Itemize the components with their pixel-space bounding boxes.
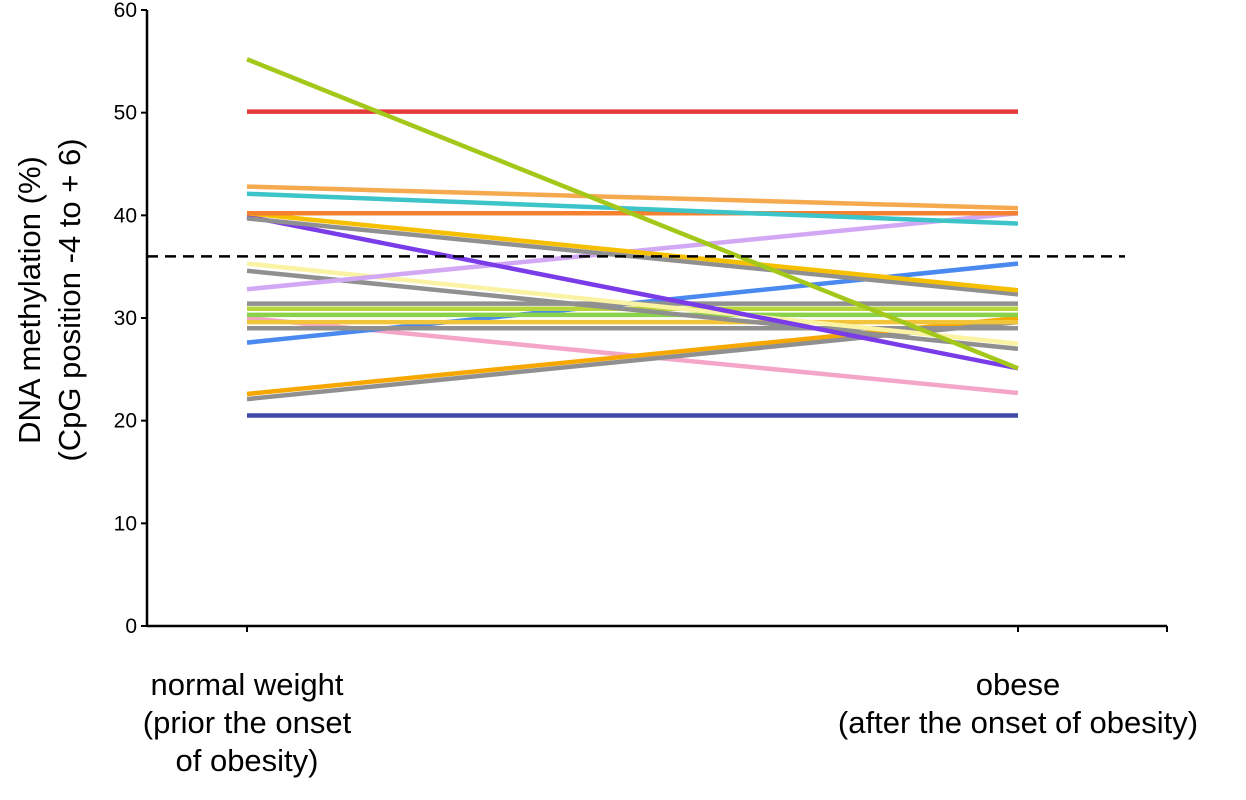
x-axis-category-labels: normal weight (prior the onset of obesity)… — [143, 667, 1198, 778]
y-tick-label: 50 — [114, 102, 137, 125]
series-line — [246, 216, 1019, 297]
y-tick-label: 30 — [114, 307, 137, 330]
series-lines — [246, 57, 1019, 418]
series-line — [246, 57, 1019, 371]
y-tick-label: 10 — [114, 512, 137, 535]
y-axis-title: DNA methylation (%) (CpG position -4 to +… — [12, 138, 87, 461]
y-axis-label: DNA methylation (%) (CpG position -4 to +… — [12, 138, 87, 461]
x-axis-ticks — [246, 626, 1168, 632]
y-tick-label: 60 — [114, 0, 137, 22]
y-tick-label: 20 — [114, 410, 137, 433]
x-category-label: normal weight (prior the onset of obesity) — [143, 667, 352, 778]
series-line — [246, 191, 1019, 226]
x-category-label: obese (after the onset of obesity) — [838, 667, 1198, 740]
y-tick-label: 0 — [125, 615, 137, 638]
series-line — [246, 184, 1019, 211]
y-tick-label: 40 — [114, 204, 137, 227]
series-line — [246, 211, 1019, 293]
series-line — [246, 268, 1019, 352]
series-line — [246, 214, 1019, 371]
y-axis-ticks: 0 10 20 30 40 50 60 — [114, 0, 147, 638]
